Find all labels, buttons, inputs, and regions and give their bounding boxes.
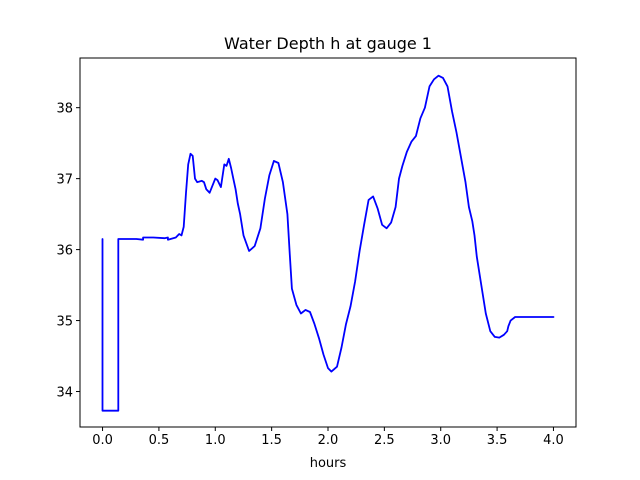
x-axis-ticks: 0.0 0.5 1.0 1.5 2.0 2.5 3.0 3.5 4.0 bbox=[92, 427, 564, 448]
series-layer bbox=[101, 74, 555, 412]
x-tick-label: 0.0 bbox=[92, 433, 113, 448]
axes-frame bbox=[79, 57, 577, 428]
chart-title: Water Depth h at gauge 1 bbox=[224, 34, 432, 53]
y-tick-label: 34 bbox=[56, 386, 73, 401]
x-axis-title: hours bbox=[310, 456, 347, 471]
x-tick-label: 3.0 bbox=[430, 433, 451, 448]
y-tick-label: 38 bbox=[56, 102, 73, 117]
y-axis-ticks: 34 35 36 37 38 bbox=[56, 102, 80, 401]
y-tick-label: 37 bbox=[56, 173, 73, 188]
x-tick-label: 1.0 bbox=[205, 433, 226, 448]
x-tick-label: 3.5 bbox=[487, 433, 508, 448]
y-tick-label: 36 bbox=[56, 244, 73, 259]
series-line-0 bbox=[101, 74, 555, 412]
x-tick-label: 2.0 bbox=[318, 433, 339, 448]
x-tick-label: 0.5 bbox=[149, 433, 170, 448]
x-tick-label: 2.5 bbox=[374, 433, 395, 448]
x-tick-label: 4.0 bbox=[543, 433, 564, 448]
y-tick-label: 35 bbox=[56, 315, 73, 330]
plot-area-border bbox=[79, 57, 577, 428]
x-tick-label: 1.5 bbox=[261, 433, 282, 448]
